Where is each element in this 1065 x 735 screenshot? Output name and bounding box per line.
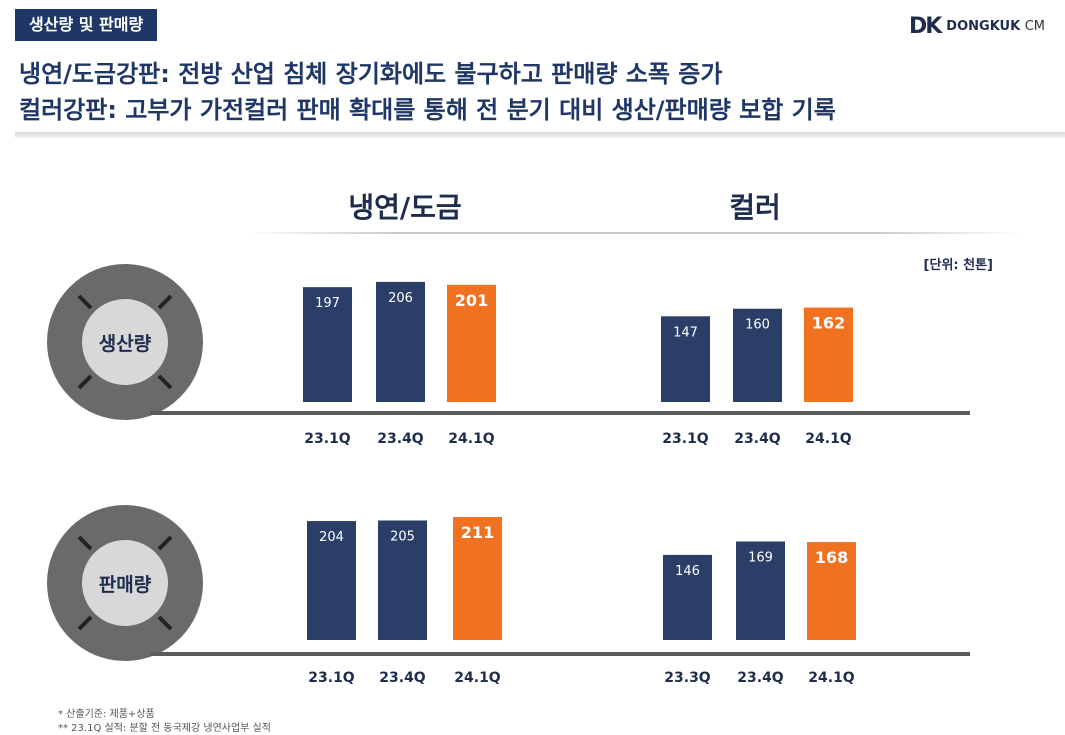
color-sales-bar-23.4Q <box>736 541 785 640</box>
cold-rolled-sales-bar-24.1Q <box>453 516 502 640</box>
color-sales-category-23.3Q: 23.3Q <box>664 670 711 686</box>
color-production-bar-23.4Q <box>733 308 782 402</box>
color-sales-category-23.4Q: 23.4Q <box>737 670 784 686</box>
cold-rolled-sales-category-23.1Q: 23.1Q <box>308 670 355 686</box>
sales-label: 판매량 <box>98 574 152 596</box>
logo-word: DONGKUK CM <box>946 18 1045 34</box>
color-production-value-23.4Q: 160 <box>745 318 770 333</box>
cold-rolled-production-value-23.1Q: 197 <box>315 296 340 311</box>
cold-rolled-production-bar-23.1Q <box>303 287 352 402</box>
section-tag: 생산량 및 판매량 <box>15 9 158 41</box>
cold-rolled-production-value-23.4Q: 206 <box>388 291 413 306</box>
group-title-color: 컬러 <box>729 191 781 224</box>
cold-rolled-production-bar-23.4Q <box>376 281 425 402</box>
color-production-bar-24.1Q <box>804 307 853 402</box>
color-sales-bar-24.1Q <box>807 542 856 640</box>
production-ring-icon <box>47 264 203 420</box>
color-production-category-23.4Q: 23.4Q <box>734 431 781 447</box>
color-production-bar-23.1Q <box>661 316 710 402</box>
sales-baseline <box>150 652 970 656</box>
cold-rolled-sales-bar-23.1Q <box>307 521 356 640</box>
cold-rolled-sales-category-24.1Q: 24.1Q <box>454 670 501 686</box>
color-sales-value-23.4Q: 169 <box>748 550 773 565</box>
color-production-value-23.1Q: 147 <box>673 325 698 340</box>
cold-rolled-sales-value-23.4Q: 205 <box>390 529 415 544</box>
cold-rolled-sales-value-23.1Q: 204 <box>319 530 344 545</box>
color-sales-category-24.1Q: 24.1Q <box>808 670 855 686</box>
cold-rolled-production-category-23.1Q: 23.1Q <box>304 431 351 447</box>
cold-rolled-sales-category-23.4Q: 23.4Q <box>379 670 426 686</box>
color-production-category-23.1Q: 23.1Q <box>662 431 709 447</box>
color-sales-value-23.3Q: 146 <box>675 564 700 579</box>
color-production-value-24.1Q: 162 <box>812 314 845 333</box>
cold-rolled-production-bar-24.1Q <box>447 284 496 402</box>
cold-rolled-production-category-23.4Q: 23.4Q <box>377 431 424 447</box>
group-title-cold-rolled: 냉연/도금 <box>348 191 462 224</box>
sales-ring-icon <box>47 505 203 661</box>
color-production-category-24.1Q: 24.1Q <box>805 431 852 447</box>
color-sales-value-24.1Q: 168 <box>815 548 848 567</box>
group-title-divider <box>245 232 1025 234</box>
cold-rolled-sales-bar-23.4Q <box>378 520 427 640</box>
logo-mark: DK <box>908 13 942 39</box>
header-divider <box>15 132 1065 138</box>
headline-cold-rolled: 냉연/도금강판: 전방 산업 침체 장기화에도 불구하고 판매량 소폭 증가 <box>19 60 723 88</box>
production-baseline <box>150 411 970 415</box>
cold-rolled-sales-value-24.1Q: 211 <box>461 523 494 542</box>
footnote-basis: * 산출기준: 제품+상품 <box>58 709 155 720</box>
color-sales-bar-23.3Q <box>663 554 712 640</box>
cold-rolled-production-value-24.1Q: 201 <box>455 291 488 310</box>
cold-rolled-production-category-24.1Q: 24.1Q <box>448 431 495 447</box>
footnote-23-1q: ** 23.1Q 실적: 분할 전 동국제강 냉연사업부 실적 <box>58 723 271 734</box>
headline-color: 컬러강판: 고부가 가전컬러 판매 확대를 통해 전 분기 대비 생산/판매량 … <box>19 96 836 124</box>
production-label: 생산량 <box>98 333 152 355</box>
unit-label: [단위: 천톤] <box>923 258 993 273</box>
company-logo: DK DONGKUK CM <box>908 13 1045 39</box>
